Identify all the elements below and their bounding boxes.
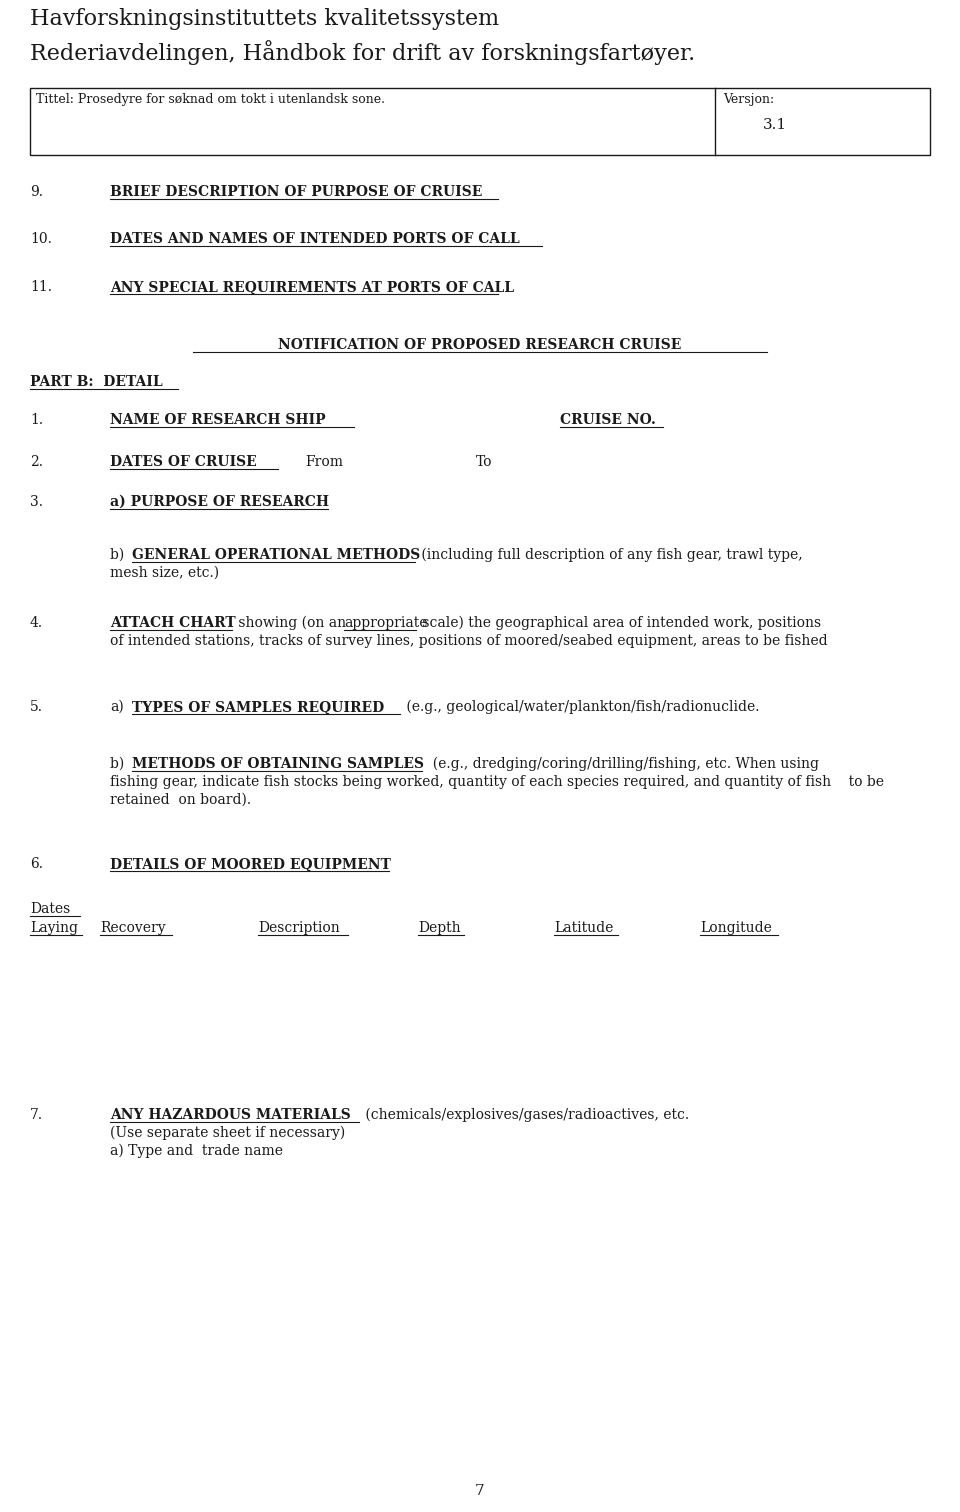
Text: (e.g., geological/water/plankton/fish/radionuclide.: (e.g., geological/water/plankton/fish/ra… bbox=[402, 700, 759, 714]
Text: Tittel: Prosedyre for søknad om tokt i utenlandsk sone.: Tittel: Prosedyre for søknad om tokt i u… bbox=[36, 94, 385, 106]
Text: of intended stations, tracks of survey lines, positions of moored/seabed equipme: of intended stations, tracks of survey l… bbox=[110, 634, 828, 649]
Text: (including full description of any fish gear, trawl type,: (including full description of any fish … bbox=[417, 547, 803, 562]
Text: a): a) bbox=[110, 700, 124, 714]
Text: 6.: 6. bbox=[30, 857, 43, 871]
Text: Longitude: Longitude bbox=[700, 921, 772, 934]
Text: 1.: 1. bbox=[30, 413, 43, 426]
Text: (Use separate sheet if necessary): (Use separate sheet if necessary) bbox=[110, 1126, 346, 1140]
Text: retained  on board).: retained on board). bbox=[110, 792, 252, 807]
Text: scale) the geographical area of intended work, positions: scale) the geographical area of intended… bbox=[418, 615, 821, 631]
Text: Latitude: Latitude bbox=[554, 921, 613, 934]
Text: 3.: 3. bbox=[30, 494, 43, 510]
Text: (e.g., dredging/coring/drilling/fishing, etc. When using: (e.g., dredging/coring/drilling/fishing,… bbox=[424, 758, 819, 771]
Text: CRUISE NO.: CRUISE NO. bbox=[560, 413, 656, 426]
Text: DATES AND NAMES OF INTENDED PORTS OF CALL: DATES AND NAMES OF INTENDED PORTS OF CAL… bbox=[110, 231, 519, 246]
Text: fishing gear, indicate fish stocks being worked, quantity of each species requir: fishing gear, indicate fish stocks being… bbox=[110, 776, 884, 789]
Text: 7.: 7. bbox=[30, 1108, 43, 1122]
Text: PART B:  DETAIL: PART B: DETAIL bbox=[30, 375, 162, 389]
Text: 11.: 11. bbox=[30, 280, 52, 293]
Text: Versjon:: Versjon: bbox=[723, 94, 774, 106]
Text: NOTIFICATION OF PROPOSED RESEARCH CRUISE: NOTIFICATION OF PROPOSED RESEARCH CRUISE bbox=[278, 339, 682, 352]
Text: Havforskningsinstituttets kvalitetssystem: Havforskningsinstituttets kvalitetssyste… bbox=[30, 8, 499, 30]
Text: To: To bbox=[476, 455, 492, 469]
Text: b): b) bbox=[110, 547, 129, 562]
Text: DETAILS OF MOORED EQUIPMENT: DETAILS OF MOORED EQUIPMENT bbox=[110, 857, 391, 871]
Text: From: From bbox=[305, 455, 343, 469]
Text: mesh size, etc.): mesh size, etc.) bbox=[110, 565, 219, 581]
Text: BRIEF DESCRIPTION OF PURPOSE OF CRUISE: BRIEF DESCRIPTION OF PURPOSE OF CRUISE bbox=[110, 184, 482, 200]
Text: Rederiavdelingen, Håndbok for drift av forskningsfartøyer.: Rederiavdelingen, Håndbok for drift av f… bbox=[30, 39, 695, 65]
Text: NAME OF RESEARCH SHIP: NAME OF RESEARCH SHIP bbox=[110, 413, 325, 426]
Bar bbox=[30, 88, 930, 156]
Text: 3.1: 3.1 bbox=[763, 118, 787, 132]
Text: Description: Description bbox=[258, 921, 340, 934]
Text: TYPES OF SAMPLES REQUIRED: TYPES OF SAMPLES REQUIRED bbox=[132, 700, 384, 714]
Text: 2.: 2. bbox=[30, 455, 43, 469]
Text: (chemicals/explosives/gases/radioactives, etc.: (chemicals/explosives/gases/radioactives… bbox=[361, 1108, 689, 1122]
Text: b): b) bbox=[110, 758, 129, 771]
Text: Laying: Laying bbox=[30, 921, 78, 934]
Text: 10.: 10. bbox=[30, 231, 52, 246]
Text: a) PURPOSE OF RESEARCH: a) PURPOSE OF RESEARCH bbox=[110, 494, 329, 510]
Text: 4.: 4. bbox=[30, 615, 43, 631]
Text: Recovery: Recovery bbox=[100, 921, 166, 934]
Text: ANY SPECIAL REQUIREMENTS AT PORTS OF CALL: ANY SPECIAL REQUIREMENTS AT PORTS OF CAL… bbox=[110, 280, 514, 293]
Text: ATTACH CHART: ATTACH CHART bbox=[110, 615, 235, 631]
Text: Depth: Depth bbox=[418, 921, 461, 934]
Text: a) Type and  trade name: a) Type and trade name bbox=[110, 1145, 283, 1158]
Text: 7: 7 bbox=[475, 1483, 485, 1498]
Text: Dates: Dates bbox=[30, 903, 70, 916]
Text: METHODS OF OBTAINING SAMPLES: METHODS OF OBTAINING SAMPLES bbox=[132, 758, 424, 771]
Text: GENERAL OPERATIONAL METHODS: GENERAL OPERATIONAL METHODS bbox=[132, 547, 420, 562]
Text: showing (on an: showing (on an bbox=[234, 615, 350, 631]
Text: 9.: 9. bbox=[30, 184, 43, 200]
Text: appropriate: appropriate bbox=[344, 615, 427, 631]
Text: ANY HAZARDOUS MATERIALS: ANY HAZARDOUS MATERIALS bbox=[110, 1108, 350, 1122]
Text: 5.: 5. bbox=[30, 700, 43, 714]
Text: DATES OF CRUISE: DATES OF CRUISE bbox=[110, 455, 256, 469]
